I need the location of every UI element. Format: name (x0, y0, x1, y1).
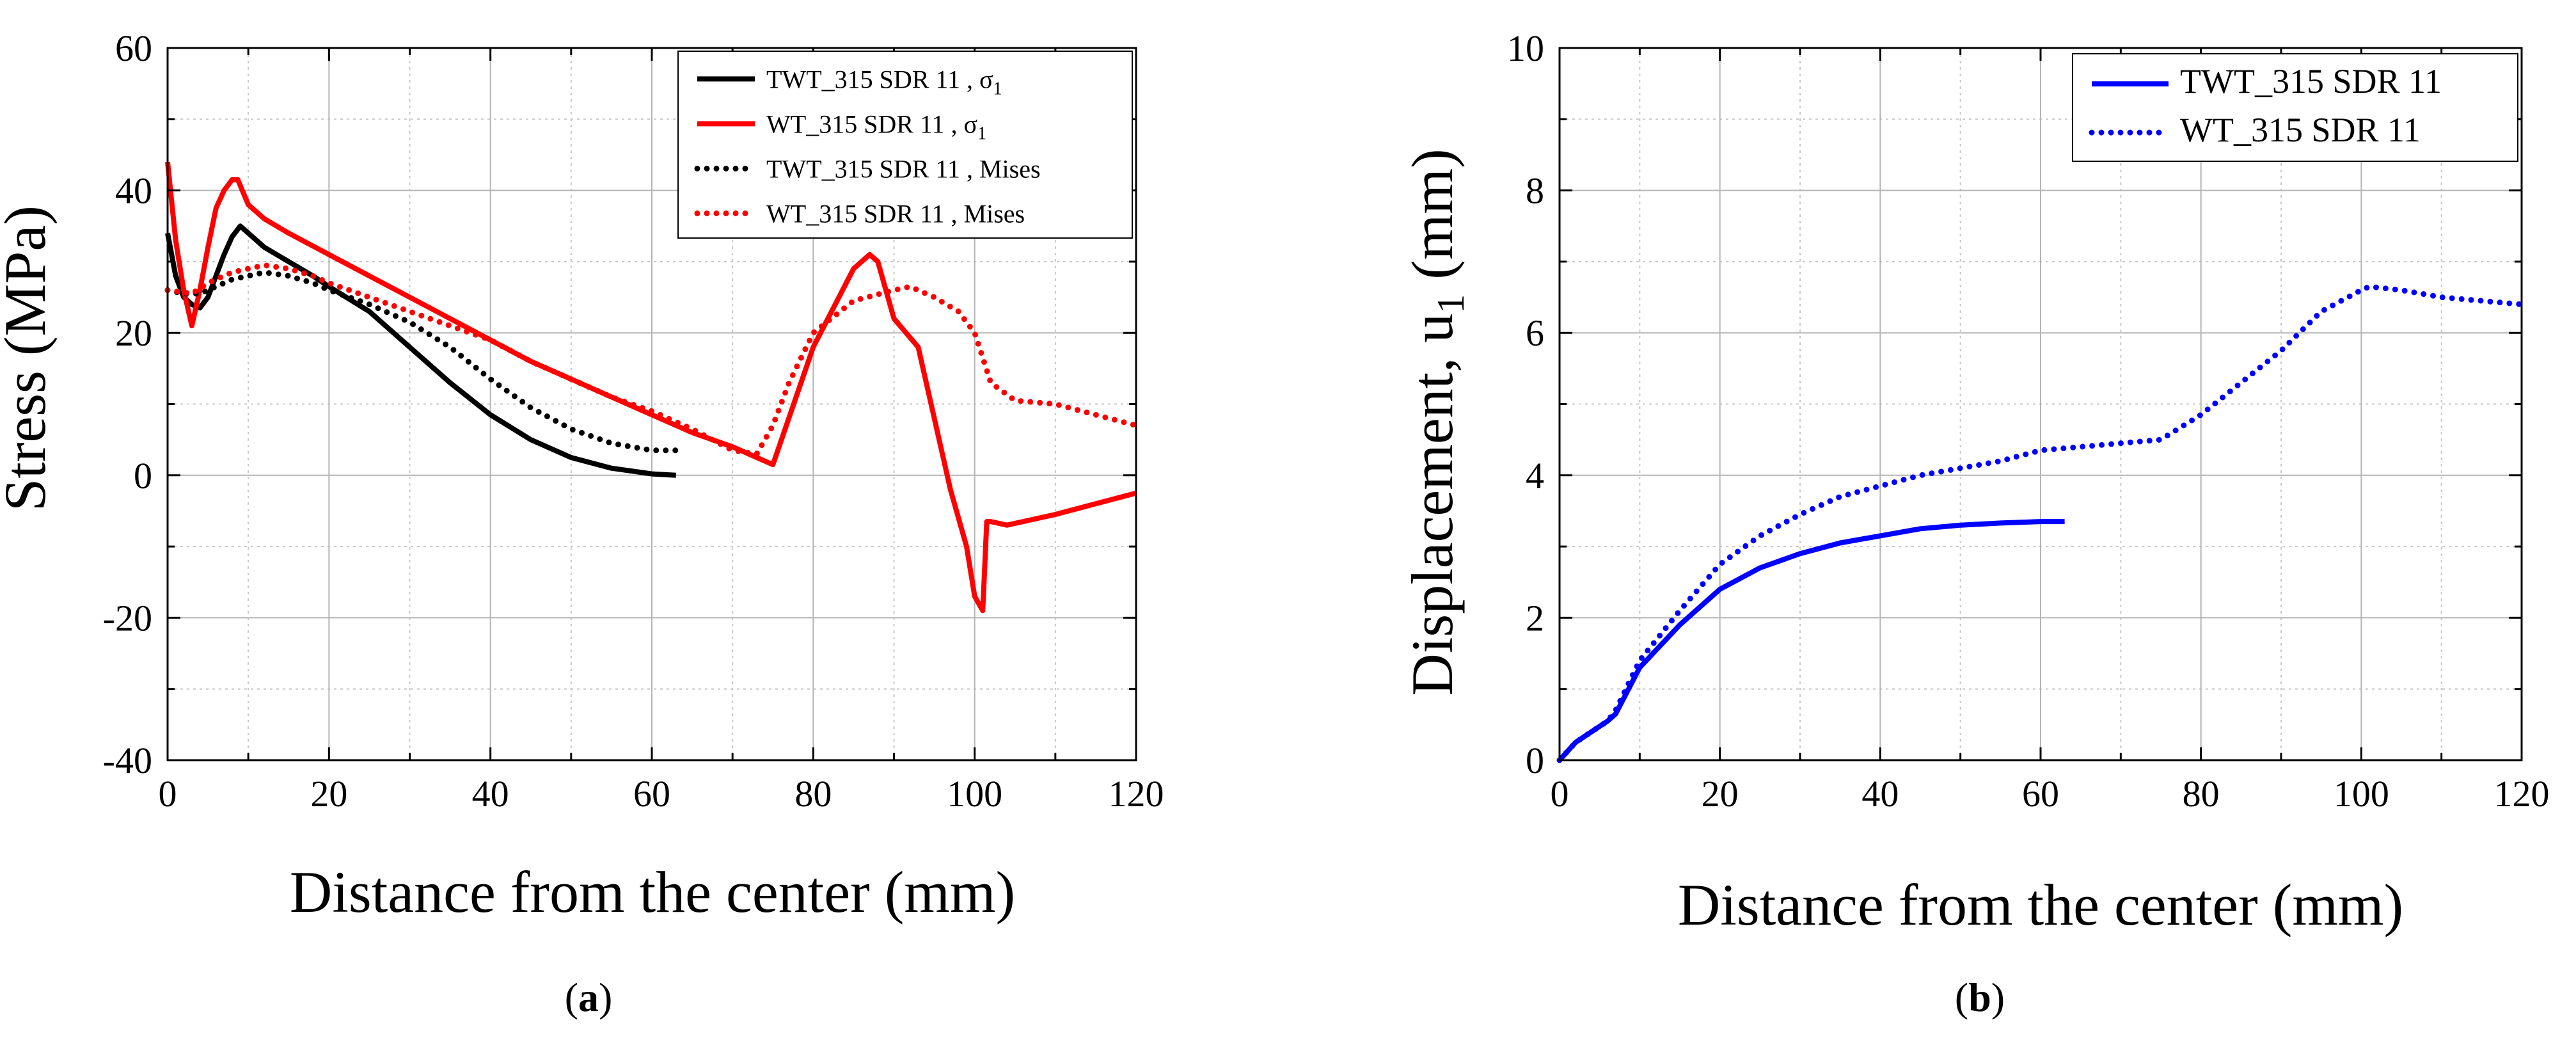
panel-a-y-tick-label: 60 (115, 28, 152, 69)
panel-a-y-tick-label: -40 (103, 740, 152, 781)
panel-b-series-line-1 (1558, 519, 2065, 762)
panel-a-legend-label-1: TWT_315 SDR 11 , σ1 (766, 65, 1002, 99)
panel-a-caption: (a) (565, 975, 613, 1020)
panel-a-legend: TWT_315 SDR 11 , σ1 WT_315 SDR 11 , σ1 TWT… (677, 51, 1133, 239)
panel-b-x-tick-label: 80 (2183, 773, 2220, 815)
panel-a-y-tick-label: 0 (134, 455, 152, 497)
panel-a-x-axis-title: Distance from the center (mm) (290, 859, 1015, 925)
panel-a-y-tick-label: 40 (115, 170, 152, 212)
panel-a-stress-chart: Stress (MPa) Distance from the center (m… (0, 28, 1164, 1020)
panel-b-x-tick-label: 100 (2334, 773, 2389, 815)
panel-b-y-tick-label: 4 (1526, 455, 1544, 497)
panel-b-x-tick-label: 60 (2022, 773, 2059, 815)
panel-a-legend-label-2: WT_315 SDR 11 , σ1 (766, 109, 986, 143)
panel-a-x-tick-label: 60 (633, 773, 670, 815)
panel-a-x-tick-label: 100 (947, 773, 1002, 815)
panel-a-x-tick-label: 0 (159, 773, 177, 815)
panel-a-series-line-2 (165, 161, 1137, 614)
panel-b-y-tick-label: 6 (1526, 312, 1544, 354)
panel-a-y-axis-title: Stress (MPa) (0, 205, 58, 511)
panel-a-x-tick-label: 80 (794, 773, 832, 815)
panel-a-legend-box (677, 51, 1133, 239)
panel-b-y-tick-label: 0 (1526, 740, 1544, 781)
panel-a-series-line-3 (164, 269, 679, 454)
panel-b-x-tick-label: 0 (1551, 773, 1569, 815)
panel-a-x-tick-label: 40 (472, 773, 509, 815)
panel-b-x-tick-label: 120 (2494, 773, 2550, 815)
panel-b-legend-box (2072, 53, 2518, 162)
panel-b-y-tick-label: 2 (1526, 597, 1544, 639)
panel-b-legend: TWT_315 SDR 11 WT_315 SDR 11 (2072, 53, 2518, 162)
panel-a-x-tick-label: 20 (310, 773, 347, 815)
panel-b-y-axis-title: Displacement, u1 (mm) (1400, 148, 1472, 696)
panel-b-legend-label-1: TWT_315 SDR 11 (2180, 62, 2442, 100)
panel-b-caption: (b) (1955, 975, 2005, 1020)
panel-b-y-tick-label: 10 (1507, 28, 1544, 69)
panel-a-y-tick-label: 20 (115, 312, 152, 354)
panel-a-y-tick-label: -20 (103, 597, 152, 639)
panel-b-x-tick-label: 20 (1702, 773, 1739, 815)
panel-b-legend-label-2: WT_315 SDR 11 (2180, 111, 2421, 149)
panel-b-y-tick-label: 8 (1526, 170, 1544, 212)
panel-b-displacement-chart: Displacement, u1 (mm) Distance from the … (1400, 28, 2550, 1020)
panel-a-legend-label-3: TWT_315 SDR 11 , Mises (766, 154, 1041, 183)
panel-a-legend-label-4: WT_315 SDR 11 , Mises (766, 199, 1025, 228)
panel-b-x-tick-label: 40 (1861, 773, 1899, 815)
panel-a-series-line-4 (164, 262, 1139, 457)
panel-a-x-tick-label: 120 (1109, 773, 1164, 815)
panel-b-series-line-2 (1556, 283, 2525, 763)
panel-b-x-axis-title: Distance from the center (mm) (1678, 872, 2403, 937)
